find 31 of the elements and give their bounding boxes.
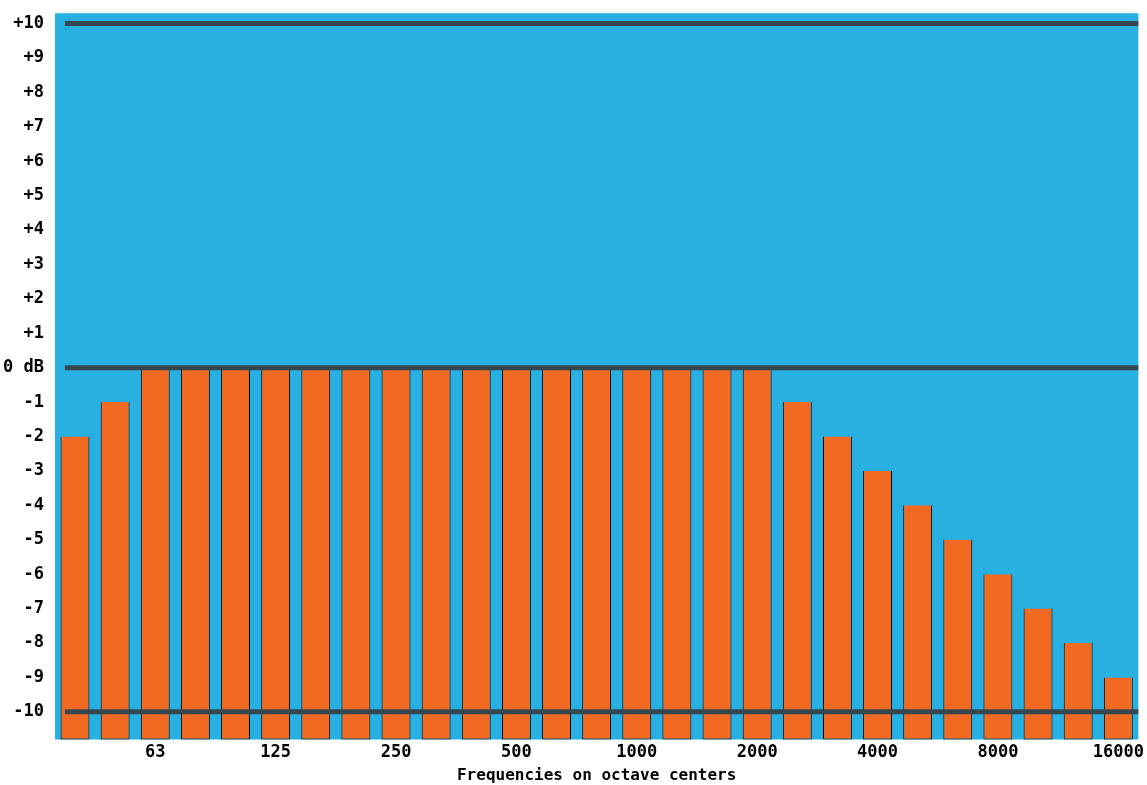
- x-tick-label: 4000: [857, 741, 899, 762]
- x-tick-label: 63: [145, 741, 166, 762]
- x-tick-label: 16000: [1092, 741, 1144, 762]
- y-tick-label: +3: [23, 252, 44, 273]
- y-tick-label: +9: [23, 46, 44, 67]
- x-tick-label: 1000: [616, 741, 658, 762]
- y-tick-label: 0 dB: [2, 356, 44, 377]
- y-tick-label: -9: [23, 665, 44, 686]
- y-tick-label: +1: [23, 321, 44, 342]
- y-tick-label: -5: [23, 528, 44, 549]
- y-tick-label: +5: [23, 184, 44, 205]
- y-tick-label: -10: [13, 700, 44, 721]
- x-tick-label: 500: [501, 741, 532, 762]
- y-tick-label: +7: [23, 115, 44, 136]
- y-tick-label: +8: [23, 80, 44, 101]
- y-tick-label: -2: [23, 424, 44, 445]
- y-tick-label: +6: [23, 149, 44, 170]
- x-axis-title: Frequencies on octave centers: [456, 764, 737, 784]
- x-tick-label: 2000: [736, 741, 778, 762]
- x-tick-label: 8000: [977, 741, 1019, 762]
- y-tick-label: -6: [23, 562, 44, 583]
- y-tick-label: +4: [23, 218, 44, 239]
- y-tick-label: -3: [23, 459, 44, 480]
- x-tick-label: 250: [380, 741, 412, 762]
- y-tick-label: -1: [23, 390, 44, 411]
- y-tick-label: -8: [23, 631, 44, 652]
- x-tick-label: 125: [260, 741, 291, 762]
- y-tick-label: +2: [23, 287, 44, 308]
- y-tick-label: -4: [23, 493, 44, 514]
- y-tick-label: -7: [23, 597, 44, 618]
- y-tick-label: +10: [13, 11, 44, 32]
